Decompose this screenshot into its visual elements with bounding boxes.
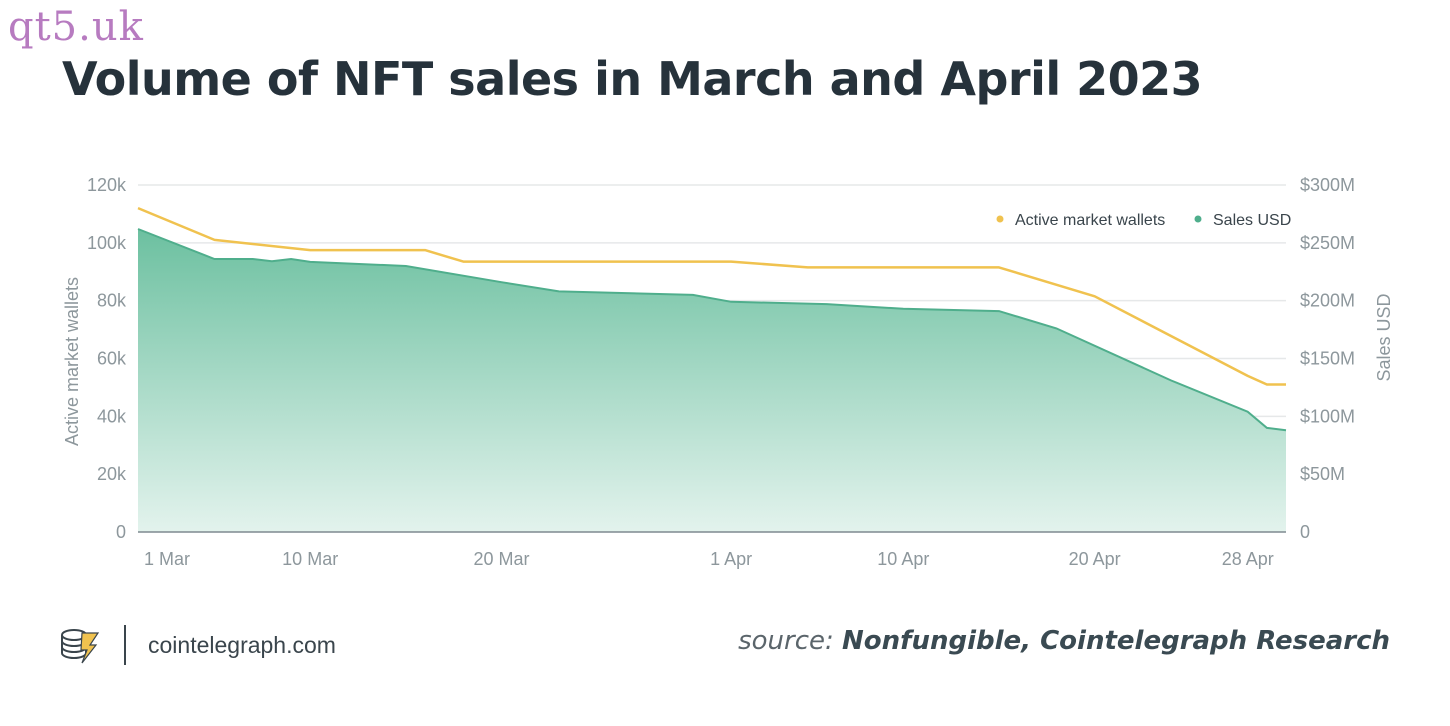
watermark-text: qt5.uk (8, 4, 144, 50)
y-left-tick-label: 120k (87, 175, 127, 195)
cointelegraph-logo-icon (61, 629, 100, 664)
y-right-tick-label: $300M (1300, 175, 1355, 195)
y-left-tick-label: 100k (87, 233, 127, 253)
y-right-tick-label: $50M (1300, 464, 1345, 484)
legend-marker (1194, 215, 1202, 223)
legend-label: Active market wallets (1015, 212, 1165, 229)
legend: Active market wallets Sales USD (996, 212, 1291, 229)
footer-brand: cointelegraph.com (58, 622, 336, 668)
y-right-tick-label: $100M (1300, 406, 1355, 426)
y-left-axis-title: Active market wallets (62, 277, 82, 446)
footer-site-link[interactable]: cointelegraph.com (148, 631, 336, 658)
sales-usd-area-fill (138, 229, 1286, 532)
source-credit: source: Nonfungible, Cointelegraph Resea… (738, 626, 1390, 656)
active-wallets-line-group (137, 206, 1286, 386)
x-tick-label: 20 Mar (474, 549, 530, 569)
active-wallets-line (137, 206, 1286, 386)
source-prefix: source: (738, 626, 834, 656)
x-tick-label: 20 Apr (1069, 549, 1121, 569)
y-right-tick-label: $200M (1300, 291, 1355, 311)
y-left-tick-label: 80k (97, 291, 127, 311)
source-name: Nonfungible, Cointelegraph Research (842, 626, 1390, 656)
y-left-tick-label: 40k (97, 406, 127, 426)
x-tick-label: 1 Mar (144, 549, 190, 569)
sales-usd-area (137, 228, 1287, 532)
axes: 0 20k 40k 60k 80k 100k 120k 0 $50M $100M $150M $200… (62, 175, 1394, 569)
y-left-tick-label: 60k (97, 349, 127, 369)
y-left-tick-label: 20k (97, 464, 127, 484)
footer-divider (124, 625, 126, 665)
sales-usd-area-edge (137, 228, 1287, 432)
y-right-tick-label: 0 (1300, 522, 1310, 542)
y-right-axis-title: Sales USD (1374, 293, 1394, 381)
x-tick-label: 10 Apr (877, 549, 929, 569)
legend-label: Sales USD (1213, 212, 1291, 229)
y-right-tick-label: $250M (1300, 233, 1355, 253)
x-tick-label: 1 Apr (710, 549, 752, 569)
y-right-tick-label: $150M (1300, 349, 1355, 369)
x-tick-label: 10 Mar (282, 549, 338, 569)
legend-marker (996, 215, 1004, 223)
chart-canvas: 0 20k 40k 60k 80k 100k 120k 0 $50M $100M $150M $200… (62, 175, 1394, 569)
x-tick-label: 28 Apr (1222, 549, 1274, 569)
chart-title: Volume of NFT sales in March and April 2… (62, 52, 1203, 106)
y-left-tick-label: 0 (116, 522, 126, 542)
